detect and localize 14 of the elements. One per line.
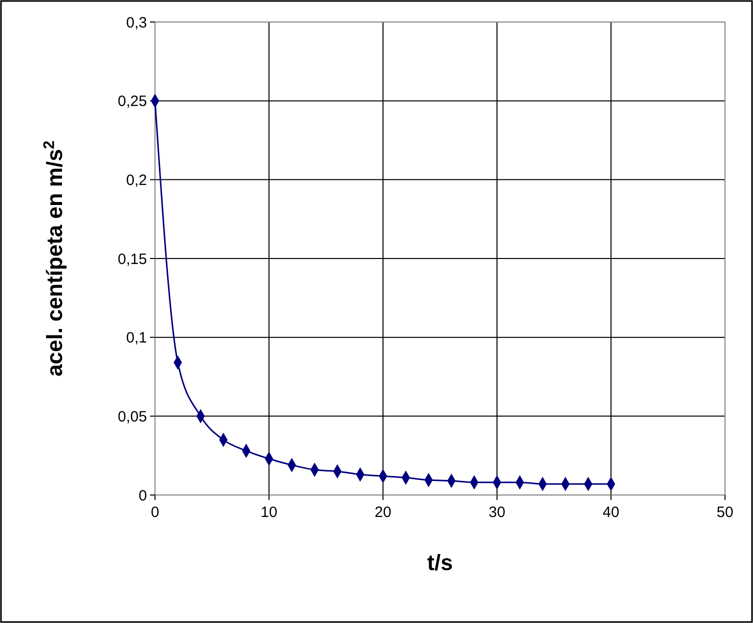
x-tick-label: 0 bbox=[150, 504, 160, 521]
x-tick-label: 20 bbox=[374, 504, 392, 521]
y-tick-label: 0,2 bbox=[126, 172, 147, 189]
x-tick-label: 30 bbox=[488, 504, 506, 521]
x-tick-label: 10 bbox=[260, 504, 278, 521]
y-tick-label: 0,3 bbox=[126, 14, 147, 32]
x-tick-label: 50 bbox=[716, 504, 734, 521]
x-axis-title: t/s bbox=[427, 550, 453, 575]
y-tick-label: 0,1 bbox=[126, 330, 147, 347]
x-tick-label: 40 bbox=[602, 504, 620, 521]
y-tick-label: 0,25 bbox=[118, 93, 147, 110]
y-tick-label: 0,05 bbox=[118, 408, 147, 426]
y-tick-label: 0 bbox=[138, 487, 147, 504]
y-tick-label: 0,15 bbox=[118, 250, 147, 268]
